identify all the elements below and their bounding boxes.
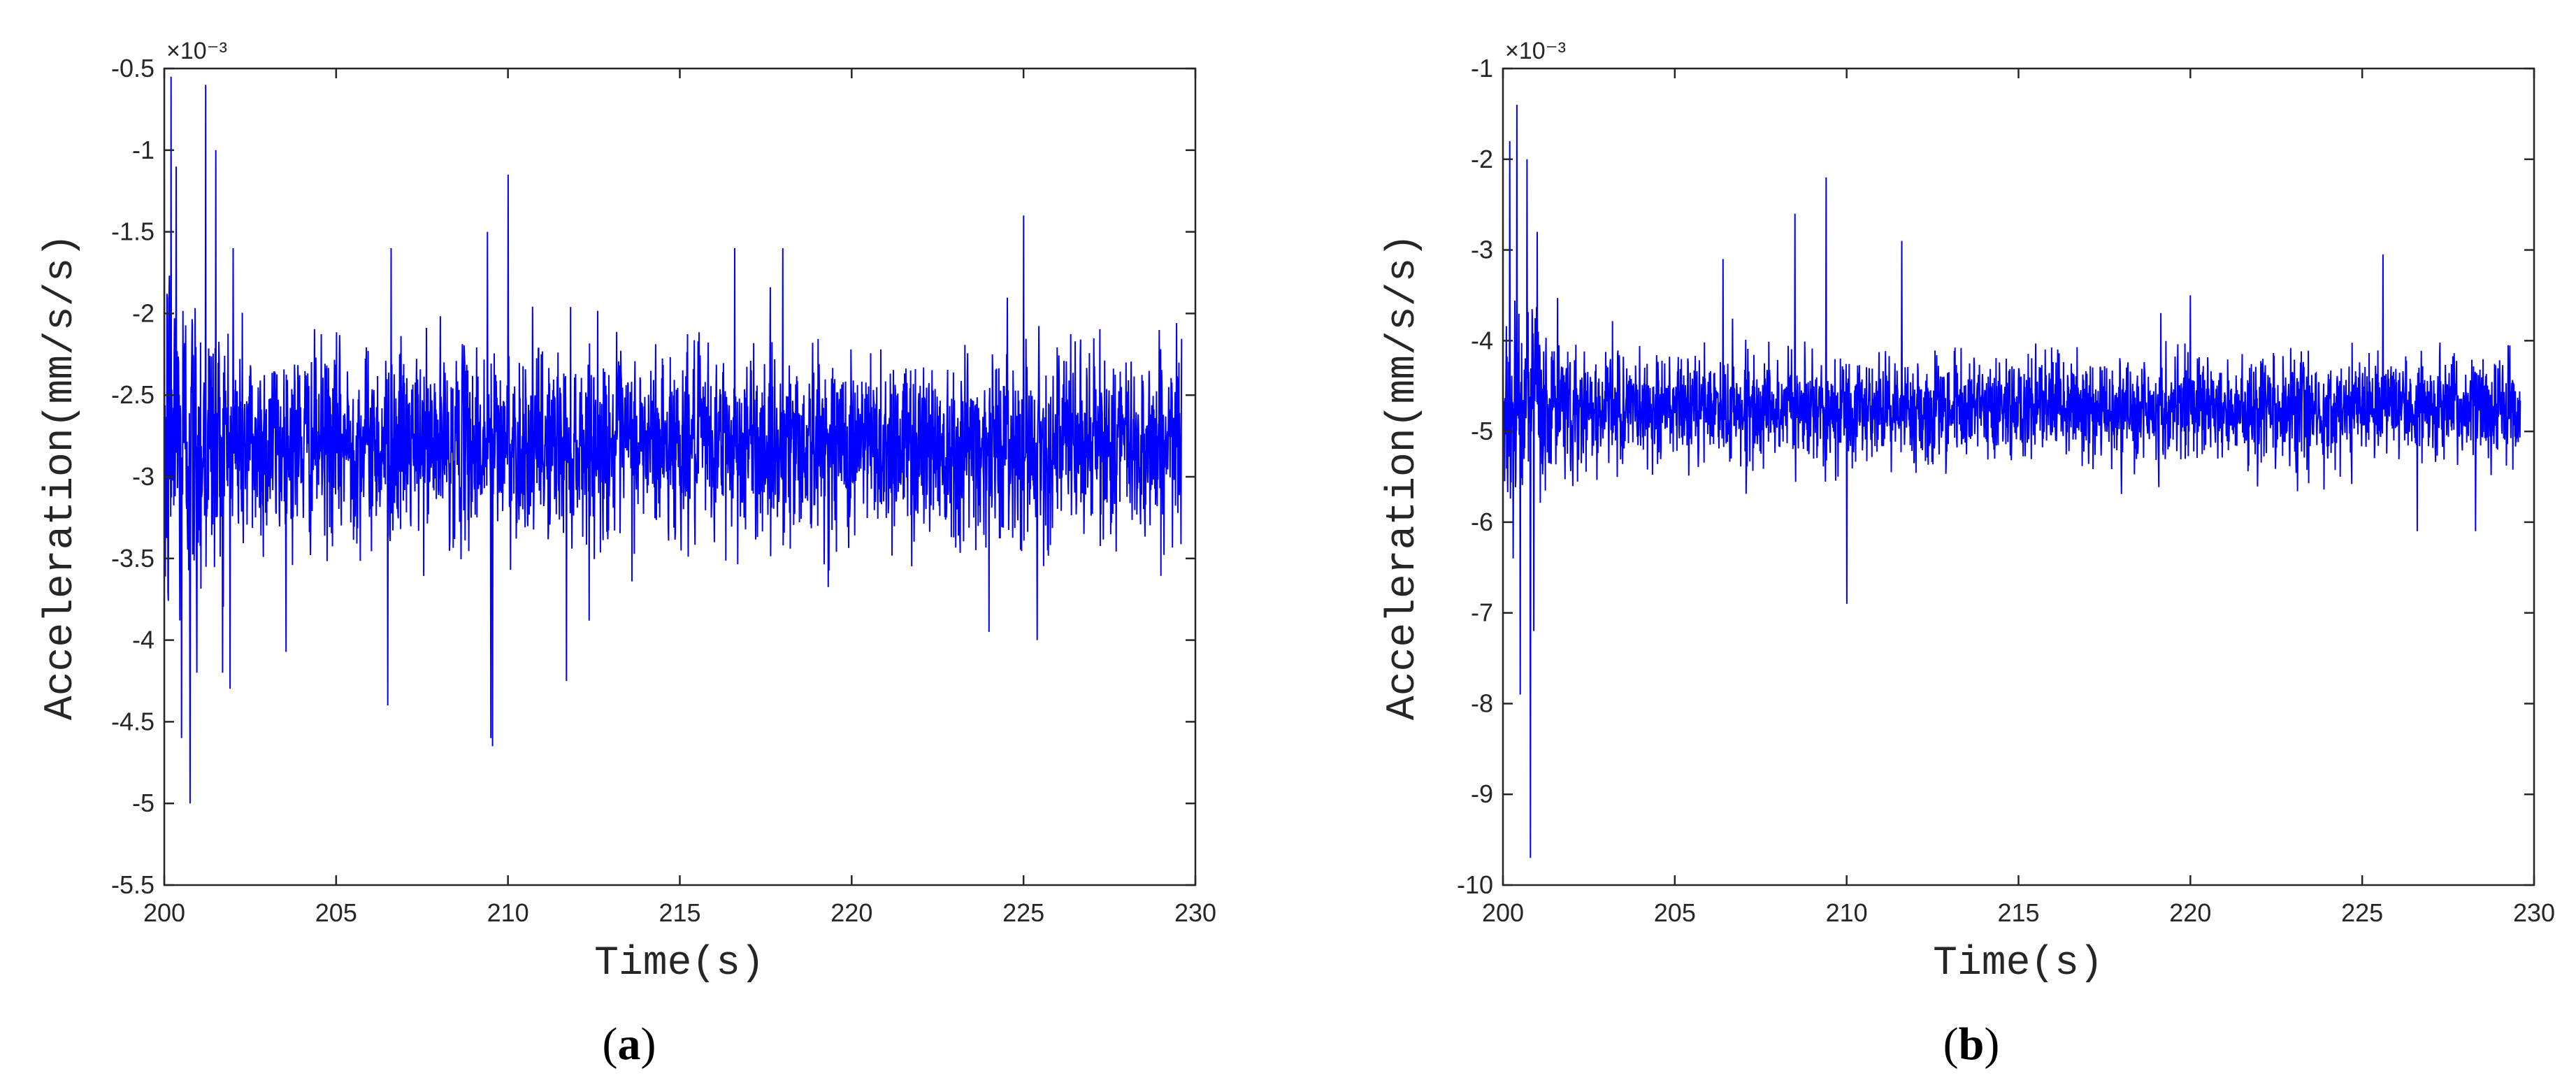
x-tick-label: 215: [1997, 898, 2039, 927]
x-tick-label: 200: [1482, 898, 1524, 927]
x-tick-label: 215: [659, 898, 700, 927]
x-tick-label: 220: [830, 898, 872, 927]
caption-letter-a: a: [618, 1019, 641, 1070]
y-axis-title-b: Acceleration(mm/s/s): [1381, 234, 1426, 720]
y-axis-title-a: Acceleration(mm/s/s): [38, 234, 84, 720]
y-tick-label: -8: [1471, 689, 1493, 717]
x-tick-label: 230: [2513, 898, 2555, 927]
y-exponent-label-a: ×10⁻³: [166, 38, 227, 64]
chart-panel-b: 200 205 210 215 220 225 230 -10-9-8-7-6-5-4-3-…: [1381, 38, 2555, 1070]
y-axis-ticks-a: -5.5 -5 -4.5 -4 -3.5 -3 -2.5 -2 -1.5 -1 -0.5: [111, 54, 1195, 899]
x-tick-label: 205: [1654, 898, 1696, 927]
y-tick-label: -4: [132, 626, 154, 654]
y-tick-label: -2: [132, 299, 154, 327]
x-axis-ticks-b: 200 205 210 215 220 225 230: [1482, 69, 2555, 927]
x-tick-label: 210: [1826, 898, 1868, 927]
y-tick-label: -1.5: [111, 217, 154, 246]
caption-a: (a): [603, 1019, 656, 1070]
x-axis-ticks-a: 200 205 210 215 220 225 230: [143, 69, 1216, 927]
y-tick-label: -6: [1471, 508, 1493, 536]
y-tick-label: -0.5: [111, 54, 154, 82]
series-line-a: [164, 76, 1183, 804]
y-axis-ticks-b: -10 -9 -8 -7 -6 -5 -4 -3 -2 -1: [1457, 54, 2534, 899]
plot-area-b: [1503, 69, 2534, 885]
x-tick-label: 220: [2169, 898, 2211, 927]
chart-panel-a: 200 205 210 215 220 225 230 -5.5 -5 -4.5 -4 -3.5 -3…: [38, 38, 1216, 1070]
y-tick-label: -5: [132, 789, 154, 817]
y-tick-label: -3: [132, 462, 154, 491]
y-tick-label: -5.5: [111, 870, 154, 899]
y-tick-label: -2.5: [111, 380, 154, 409]
x-axis-title-b: Time(s): [1933, 941, 2103, 986]
x-axis-title-a: Time(s): [594, 941, 765, 986]
y-tick-label: -9: [1471, 780, 1493, 808]
x-tick-label: 225: [2341, 898, 2383, 927]
y-tick-label: -1: [1471, 54, 1493, 82]
y-tick-label: -10: [1457, 870, 1493, 899]
x-tick-label: 225: [1002, 898, 1044, 927]
y-tick-label: -4: [1471, 326, 1493, 354]
y-tick-label: -5: [1471, 417, 1493, 445]
y-tick-label: -2: [1471, 145, 1493, 173]
y-tick-label: -3: [1471, 236, 1493, 264]
y-tick-label: -4.5: [111, 707, 154, 735]
x-tick-label: 230: [1174, 898, 1216, 927]
y-exponent-label-b: ×10⁻³: [1505, 38, 1566, 64]
series-line-b: [1502, 104, 2521, 858]
y-tick-label: -7: [1471, 598, 1493, 627]
x-tick-label: 205: [315, 898, 357, 927]
caption-letter-b: b: [1959, 1019, 1985, 1070]
y-tick-label: -3.5: [111, 544, 154, 573]
y-tick-label: -1: [132, 136, 154, 164]
caption-b: (b): [1943, 1019, 2000, 1070]
x-tick-label: 200: [143, 898, 185, 927]
x-tick-label: 210: [487, 898, 529, 927]
